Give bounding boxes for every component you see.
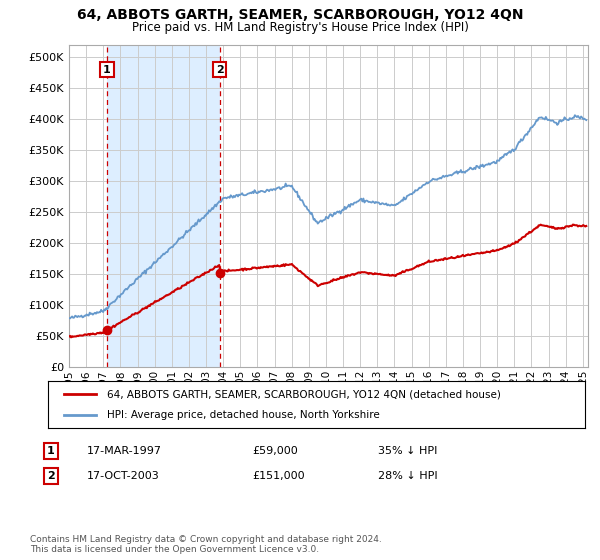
Text: 17-MAR-1997: 17-MAR-1997 — [87, 446, 162, 456]
Text: 1: 1 — [47, 446, 55, 456]
Text: £59,000: £59,000 — [252, 446, 298, 456]
Text: 1: 1 — [103, 64, 111, 74]
Text: Contains HM Land Registry data © Crown copyright and database right 2024.
This d: Contains HM Land Registry data © Crown c… — [30, 535, 382, 554]
Text: HPI: Average price, detached house, North Yorkshire: HPI: Average price, detached house, Nort… — [107, 410, 380, 420]
Text: 17-OCT-2003: 17-OCT-2003 — [87, 471, 160, 481]
Text: 64, ABBOTS GARTH, SEAMER, SCARBOROUGH, YO12 4QN: 64, ABBOTS GARTH, SEAMER, SCARBOROUGH, Y… — [77, 8, 523, 22]
Text: 2: 2 — [47, 471, 55, 481]
Text: £151,000: £151,000 — [252, 471, 305, 481]
Text: Price paid vs. HM Land Registry's House Price Index (HPI): Price paid vs. HM Land Registry's House … — [131, 21, 469, 34]
Text: 2: 2 — [215, 64, 223, 74]
Text: 35% ↓ HPI: 35% ↓ HPI — [378, 446, 437, 456]
Text: 64, ABBOTS GARTH, SEAMER, SCARBOROUGH, YO12 4QN (detached house): 64, ABBOTS GARTH, SEAMER, SCARBOROUGH, Y… — [107, 389, 501, 399]
Bar — [107, 45, 220, 367]
Text: 28% ↓ HPI: 28% ↓ HPI — [378, 471, 437, 481]
